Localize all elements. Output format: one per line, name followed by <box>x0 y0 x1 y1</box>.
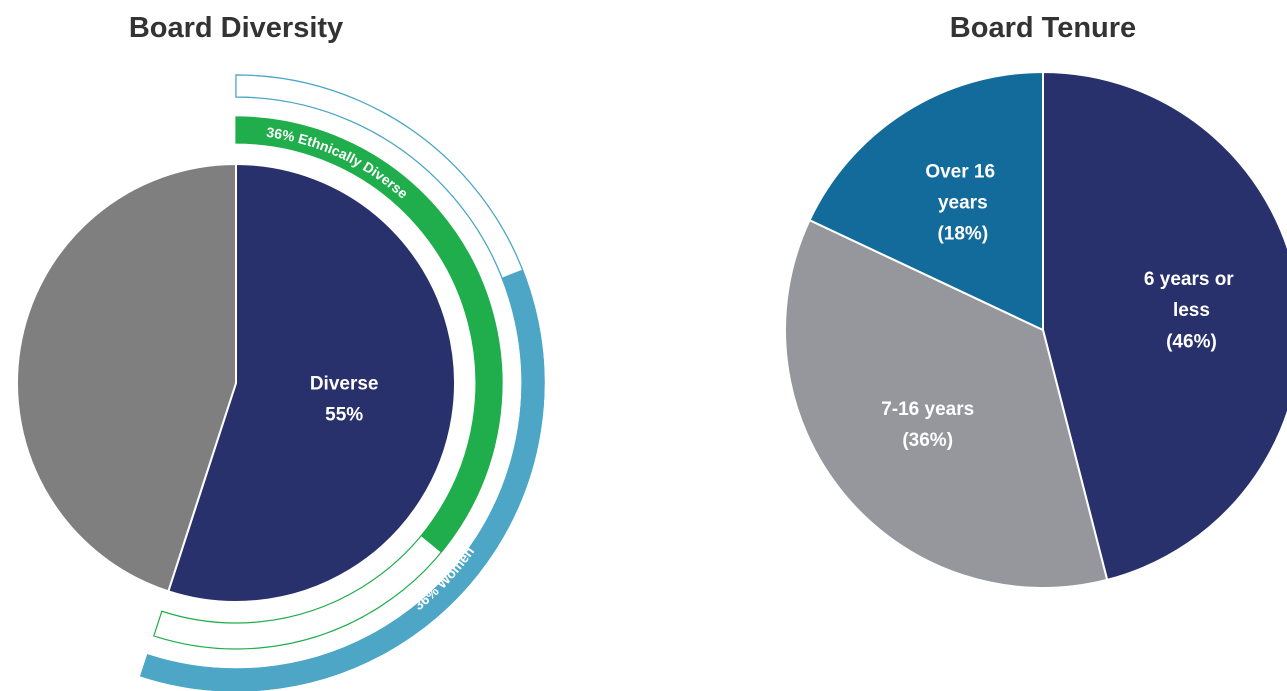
pie-slice <box>1042 70 1287 582</box>
slice-value-label: 55% <box>325 405 363 426</box>
slice-label-line: years <box>938 193 988 214</box>
ring-arc <box>236 117 503 553</box>
slice-value-label: (18%) <box>937 224 988 245</box>
slice-label-line: 7-16 years <box>881 399 974 420</box>
pie-slice <box>784 218 1109 589</box>
chart-title: Board Tenure <box>950 12 1136 44</box>
slice-label: Diverse <box>310 374 379 395</box>
slice-label-line: Diverse <box>310 374 379 395</box>
slice-label-line: Over 16 <box>925 162 1000 183</box>
chart-title: Board Diversity <box>129 12 343 44</box>
slice-label-line: 6 years or <box>1144 269 1239 290</box>
pie-slice <box>167 162 456 603</box>
slice-label-line: less <box>1173 300 1210 321</box>
slice-label: Over 16 years <box>925 162 1000 214</box>
slice-label: 6 years or less <box>1144 269 1239 321</box>
slice-label: 7-16 years <box>881 399 974 420</box>
pie-slice <box>808 70 1044 332</box>
slice-value-label: (46%) <box>1166 331 1217 352</box>
ring-arc <box>140 269 544 691</box>
slice-value-label: (36%) <box>902 430 953 451</box>
pie-slice <box>16 162 237 593</box>
